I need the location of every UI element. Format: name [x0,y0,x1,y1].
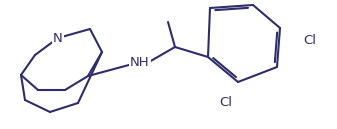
Text: Cl: Cl [304,34,316,46]
Text: Cl: Cl [219,95,233,108]
Text: N: N [53,31,63,45]
Text: NH: NH [130,55,150,68]
